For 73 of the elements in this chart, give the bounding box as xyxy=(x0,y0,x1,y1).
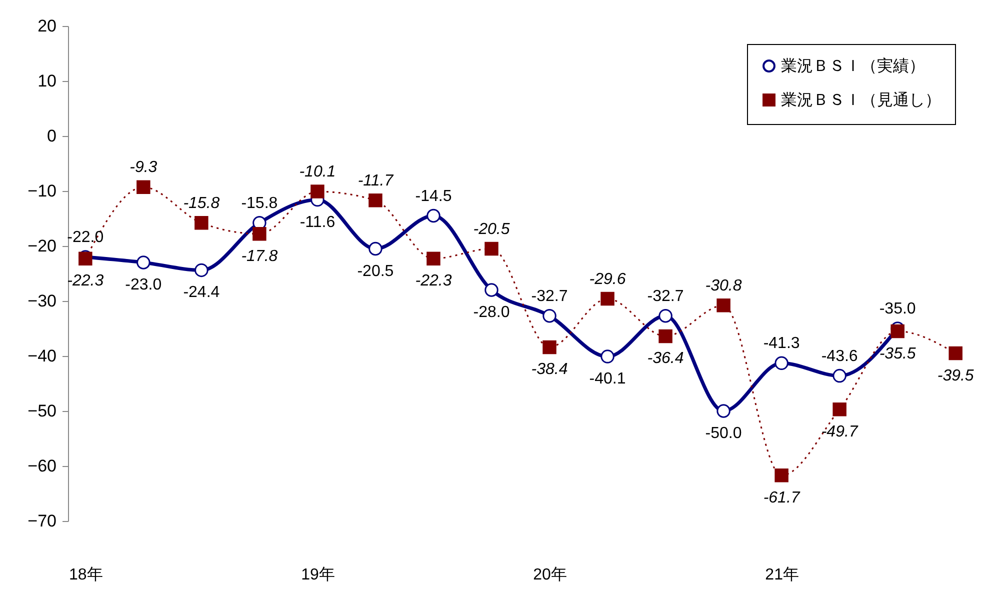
data-label: -23.0 xyxy=(125,276,162,294)
point xyxy=(484,283,498,297)
point xyxy=(368,193,382,208)
y-tick-label: −20 xyxy=(28,236,56,256)
data-label: -15.8 xyxy=(183,194,220,212)
data-label: -43.6 xyxy=(821,348,858,365)
data-label: -36.4 xyxy=(647,350,684,368)
x-tick-label: 20年 xyxy=(533,566,567,584)
point xyxy=(600,292,614,306)
data-label: -38.4 xyxy=(531,361,568,378)
data-label: -28.0 xyxy=(473,304,510,321)
data-label: -22.3 xyxy=(415,272,452,290)
point xyxy=(426,252,440,266)
data-label: -11.6 xyxy=(300,214,336,231)
y-tick-label: −60 xyxy=(28,456,56,476)
point xyxy=(194,263,208,278)
point xyxy=(194,216,208,230)
point xyxy=(774,468,788,482)
point xyxy=(426,208,440,223)
y-tick-label: 10 xyxy=(38,72,56,90)
point xyxy=(600,350,614,364)
data-label: -39.5 xyxy=(937,367,974,384)
data-label: -24.4 xyxy=(183,284,220,302)
data-label: -17.8 xyxy=(241,248,278,265)
data-label: -29.6 xyxy=(589,270,626,288)
y-tick-label: −10 xyxy=(28,182,56,200)
data-label: -30.8 xyxy=(705,277,742,294)
point xyxy=(658,329,672,344)
data-label: -15.8 xyxy=(241,194,278,212)
point xyxy=(542,308,556,323)
data-label: -14.5 xyxy=(415,188,452,205)
y-tick-label: −70 xyxy=(28,512,56,530)
data-label: -22.3 xyxy=(67,272,104,290)
data-label: -32.7 xyxy=(647,288,684,305)
point xyxy=(716,298,730,312)
data-label: -49.7 xyxy=(821,423,859,440)
y-tick-label: 20 xyxy=(38,16,56,36)
point xyxy=(368,242,382,256)
data-label: -35.5 xyxy=(879,345,916,362)
data-label: -40.1 xyxy=(589,370,626,388)
point xyxy=(484,242,498,256)
point xyxy=(774,356,788,370)
data-label: -22.0 xyxy=(67,229,104,246)
legend-label: 業況ＢＳＩ（実績） xyxy=(781,57,925,75)
y-tick-label: −40 xyxy=(28,346,56,366)
point xyxy=(658,308,672,323)
point xyxy=(832,368,846,383)
point xyxy=(542,340,556,354)
point xyxy=(252,227,266,241)
data-label: -20.5 xyxy=(357,262,394,280)
point xyxy=(310,184,324,198)
legend-label: 業況ＢＳＩ（見通し） xyxy=(781,91,941,109)
x-tick-label: 19年 xyxy=(301,566,335,584)
x-tick-label: 18年 xyxy=(69,566,103,584)
data-label: -32.7 xyxy=(531,288,568,305)
data-label: -41.3 xyxy=(763,335,800,352)
point xyxy=(716,404,730,418)
y-tick-label: −50 xyxy=(28,402,56,420)
point xyxy=(890,324,904,338)
point xyxy=(136,256,150,270)
data-label: -20.5 xyxy=(473,220,510,238)
point xyxy=(832,402,846,416)
data-label: -35.0 xyxy=(879,300,916,318)
data-label: -11.7 xyxy=(358,172,394,190)
data-label: -9.3 xyxy=(130,159,158,176)
point xyxy=(136,180,150,194)
data-label: -61.7 xyxy=(763,489,801,506)
data-label: -50.0 xyxy=(705,425,742,442)
point xyxy=(948,346,962,360)
x-tick-label: 21年 xyxy=(765,566,799,584)
data-label: -10.1 xyxy=(299,164,336,181)
y-tick-label: −30 xyxy=(28,292,56,310)
y-tick-label: 0 xyxy=(47,126,56,146)
